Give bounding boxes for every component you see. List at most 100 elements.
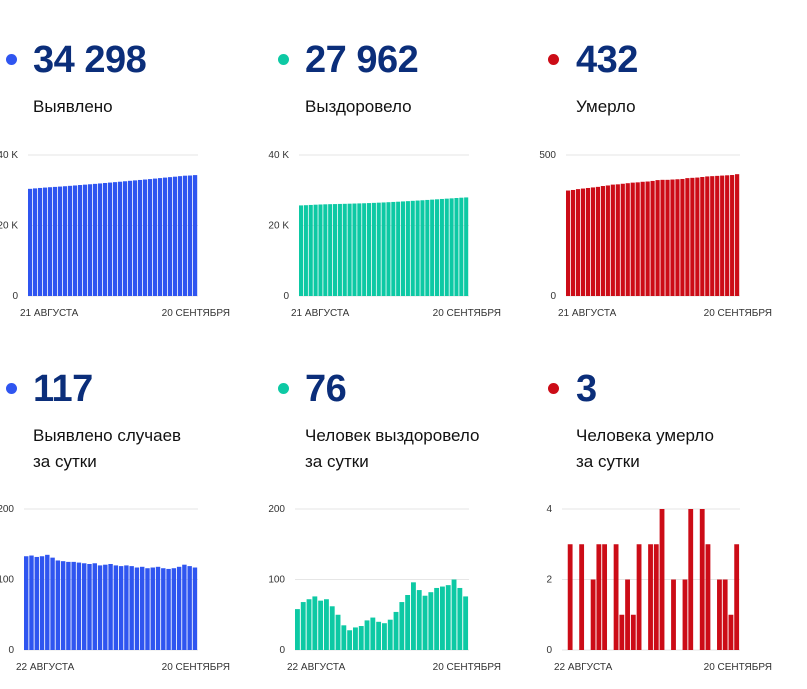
bar xyxy=(43,187,48,296)
bar xyxy=(329,606,335,650)
bar xyxy=(735,174,740,296)
y-tick-label: 40 K xyxy=(0,150,18,161)
x-tick-label: 20 СЕНТЯБРЯ xyxy=(162,308,230,319)
bar xyxy=(464,197,469,296)
series-dot-icon xyxy=(548,383,559,394)
bar xyxy=(428,592,434,650)
bar xyxy=(176,566,182,650)
bar xyxy=(439,198,444,296)
bar xyxy=(619,614,625,650)
y-tick-label: 4 xyxy=(546,504,552,515)
bar xyxy=(451,579,457,650)
x-tick-label: 20 СЕНТЯБРЯ xyxy=(704,308,772,319)
bar xyxy=(685,178,690,296)
bar xyxy=(93,183,98,296)
bar xyxy=(463,596,469,650)
y-tick-label: 20 K xyxy=(0,221,18,232)
bar xyxy=(88,184,93,296)
y-tick-label: 0 xyxy=(8,645,14,656)
bar xyxy=(640,181,645,296)
bar xyxy=(688,509,694,650)
stat-panel-recovered-total: 27 962 Выздоровело 0 20 K 40 K 21 АВГУСТА 20… xyxy=(268,0,525,330)
series-dot-icon xyxy=(278,54,289,65)
bar xyxy=(92,563,97,650)
bar xyxy=(590,579,596,650)
bar xyxy=(440,586,445,650)
bar xyxy=(665,179,670,296)
bar xyxy=(636,544,642,650)
stat-label-line2: за сутки xyxy=(576,452,640,471)
chart-recovered-daily: 0 100 200 22 АВГУСТА 20 СЕНТЯБРЯ xyxy=(268,504,501,673)
bar xyxy=(613,544,619,650)
stat-value: 34 298 xyxy=(33,39,147,81)
bar xyxy=(710,176,715,296)
bar xyxy=(720,175,725,296)
bar xyxy=(734,544,740,650)
bar xyxy=(183,175,188,296)
bar xyxy=(55,560,61,650)
bar xyxy=(66,561,71,651)
bar xyxy=(34,556,39,650)
bar xyxy=(420,200,425,296)
stat-value: 432 xyxy=(576,39,638,81)
bar xyxy=(396,201,401,296)
bar xyxy=(143,179,148,296)
bar xyxy=(635,182,640,296)
y-tick-label: 200 xyxy=(0,504,14,515)
bar xyxy=(445,585,451,650)
series-dot-icon xyxy=(278,383,289,394)
series-dot-icon xyxy=(548,54,559,65)
bar xyxy=(155,566,161,650)
bar xyxy=(187,566,192,650)
bar xyxy=(416,590,422,650)
bar xyxy=(138,179,143,296)
series-dot-icon xyxy=(6,54,17,65)
stat-label-line2: за сутки xyxy=(33,452,97,471)
bar xyxy=(630,614,636,650)
bar xyxy=(590,187,596,296)
bar xyxy=(382,623,387,650)
bar xyxy=(717,579,722,650)
bar xyxy=(300,602,306,650)
stat-label: Выявлено xyxy=(33,97,113,116)
bar xyxy=(690,177,695,296)
bar xyxy=(63,186,68,296)
bar xyxy=(98,183,103,296)
bar xyxy=(140,566,145,650)
bar xyxy=(580,188,586,296)
stat-label: Человек выздоровело xyxy=(305,426,480,445)
bar xyxy=(579,544,585,650)
bar xyxy=(625,183,630,296)
bar xyxy=(570,189,576,296)
bar xyxy=(306,599,312,650)
y-tick-label: 500 xyxy=(539,150,556,161)
bar xyxy=(625,579,630,650)
bar xyxy=(393,611,399,650)
bar xyxy=(193,175,198,296)
bar xyxy=(655,180,660,296)
stat-panel-detected-daily: 117 Выявлено случаев за сутки 0 100 200 22 … xyxy=(0,345,255,689)
bar xyxy=(113,565,119,650)
bar xyxy=(28,188,33,296)
bar xyxy=(376,621,382,650)
stat-panel-deaths-total: 432 Умерло 0 500 21 АВГУСТА 20 СЕНТЯБРЯ xyxy=(539,0,795,330)
x-tick-label: 22 АВГУСТА xyxy=(554,662,613,673)
bar xyxy=(50,557,55,650)
bar xyxy=(370,617,376,650)
bar xyxy=(610,184,615,296)
bar xyxy=(725,175,730,296)
bar xyxy=(38,187,43,296)
bar xyxy=(163,177,168,296)
bar xyxy=(600,186,605,296)
stat-value: 76 xyxy=(305,368,347,410)
bar xyxy=(166,568,171,650)
bar xyxy=(682,579,688,650)
bar xyxy=(333,204,338,296)
stat-label-line2: за сутки xyxy=(305,452,369,471)
bar xyxy=(705,544,711,650)
bar xyxy=(53,186,58,296)
x-tick-label: 21 АВГУСТА xyxy=(291,308,350,319)
x-tick-label: 22 АВГУСТА xyxy=(287,662,346,673)
bar xyxy=(620,183,625,296)
y-tick-label: 20 K xyxy=(268,221,289,232)
